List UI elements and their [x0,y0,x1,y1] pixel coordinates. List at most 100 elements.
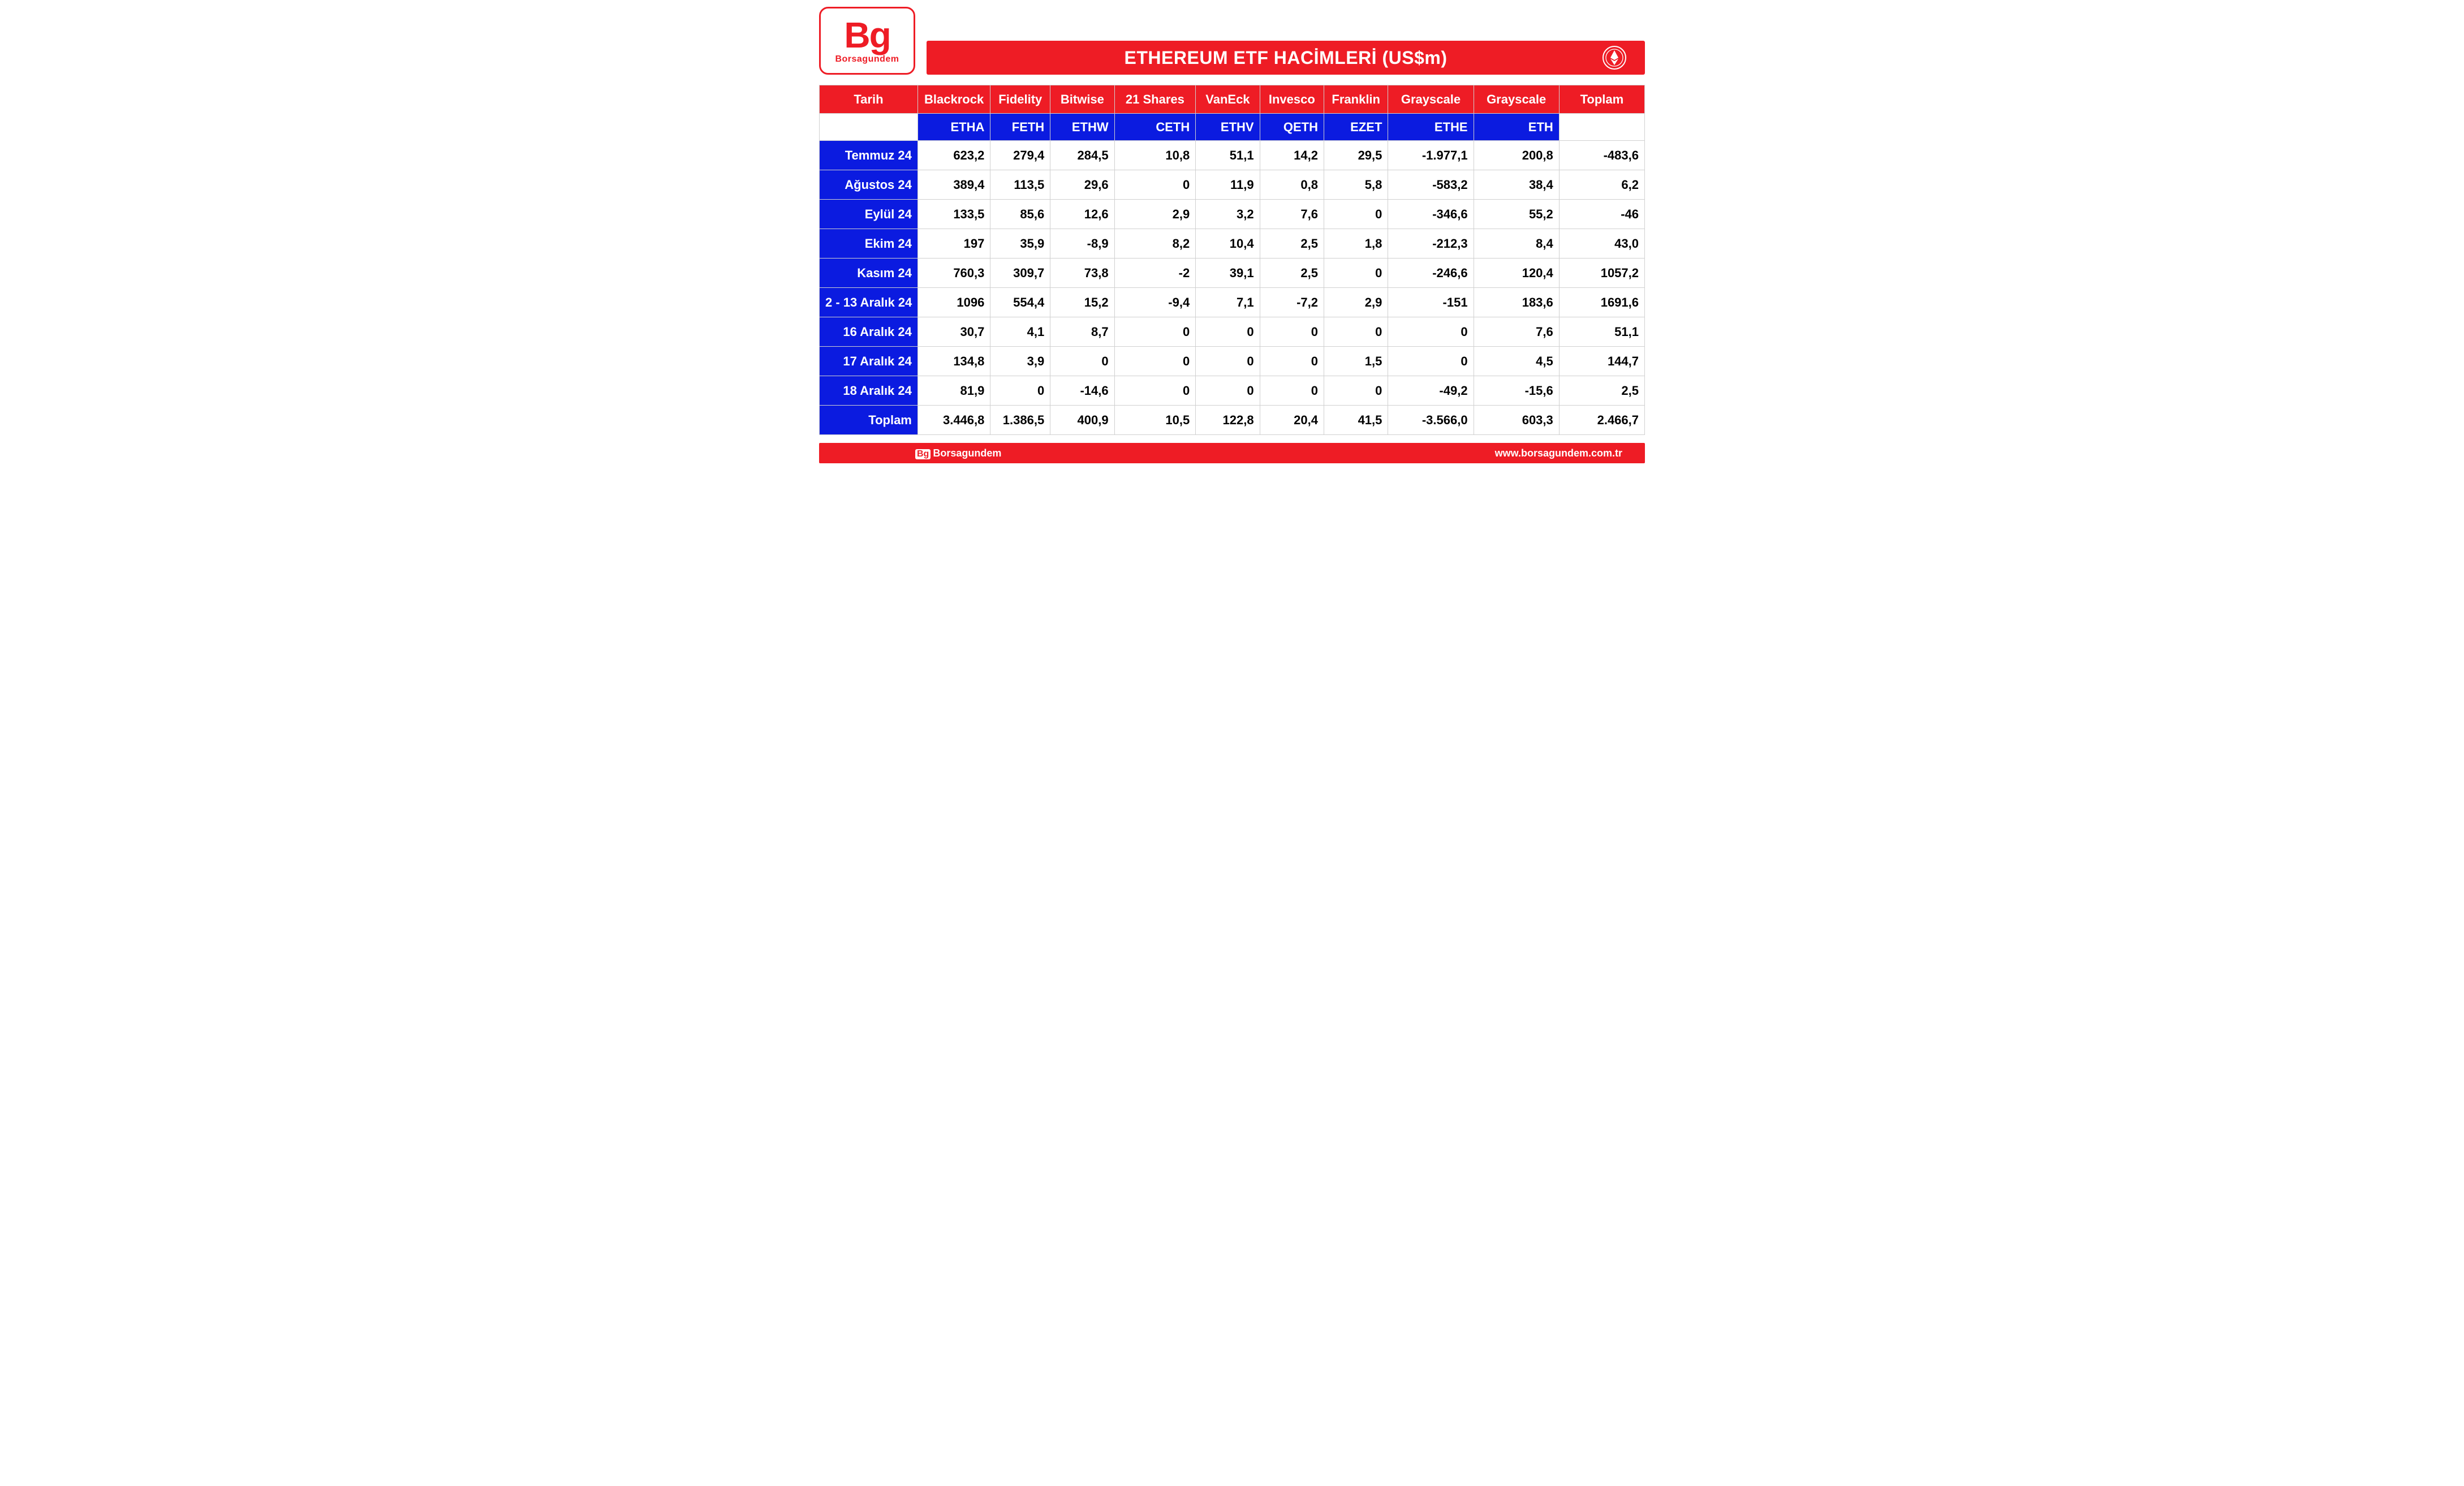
ticker-cell-bitwise: ETHW [1050,114,1114,141]
cell-grayscale1: -346,6 [1388,200,1474,229]
cell-bitwise: 284,5 [1050,141,1114,170]
cell-date: Eylül 24 [820,200,918,229]
cell-blackrock: 3.446,8 [917,406,990,435]
cell-total: 1691,6 [1559,288,1644,317]
cell-franklin: 0 [1324,259,1388,288]
col-header-total: Toplam [1559,85,1644,114]
cell-franklin: 0 [1324,317,1388,347]
ticker-row: ETHAFETHETHWCETHETHVQETHEZETETHEETH [820,114,1645,141]
cell-fidelity: 279,4 [990,141,1050,170]
cell-date: Ekim 24 [820,229,918,259]
cell-21shares: 0 [1114,170,1196,200]
cell-total: 144,7 [1559,347,1644,376]
ticker-cell-invesco: QETH [1260,114,1324,141]
cell-date: Ağustos 24 [820,170,918,200]
col-header-21shares: 21 Shares [1114,85,1196,114]
cell-total: 2,5 [1559,376,1644,406]
cell-invesco: 0,8 [1260,170,1324,200]
cell-21shares: 10,8 [1114,141,1196,170]
cell-blackrock: 133,5 [917,200,990,229]
cell-franklin: 0 [1324,200,1388,229]
cell-fidelity: 113,5 [990,170,1050,200]
cell-date: Kasım 24 [820,259,918,288]
table-row: Toplam3.446,81.386,5400,910,5122,820,441… [820,406,1645,435]
cell-grayscale1: -49,2 [1388,376,1474,406]
table-row: 17 Aralık 24134,83,900001,504,5144,7 [820,347,1645,376]
cell-total: -46 [1559,200,1644,229]
col-header-grayscale1: Grayscale [1388,85,1474,114]
cell-21shares: 2,9 [1114,200,1196,229]
cell-grayscale1: -3.566,0 [1388,406,1474,435]
cell-bitwise: 12,6 [1050,200,1114,229]
cell-date: 17 Aralık 24 [820,347,918,376]
cell-invesco: 20,4 [1260,406,1324,435]
page-title: ETHEREUM ETF HACİMLERİ (US$m) [1125,48,1448,68]
cell-blackrock: 1096 [917,288,990,317]
ticker-cell-21shares: CETH [1114,114,1196,141]
cell-grayscale2: 38,4 [1474,170,1559,200]
brand-logo: Bg Borsagundem [819,7,915,75]
cell-date: Toplam [820,406,918,435]
ticker-cell-total [1559,114,1644,141]
table-row: Ekim 2419735,9-8,98,210,42,51,8-212,38,4… [820,229,1645,259]
col-header-date: Tarih [820,85,918,114]
cell-grayscale1: 0 [1388,317,1474,347]
cell-21shares: -9,4 [1114,288,1196,317]
cell-invesco: 0 [1260,317,1324,347]
cell-blackrock: 760,3 [917,259,990,288]
col-header-grayscale2: Grayscale [1474,85,1559,114]
ticker-cell-grayscale2: ETH [1474,114,1559,141]
cell-total: 51,1 [1559,317,1644,347]
cell-grayscale2: 200,8 [1474,141,1559,170]
cell-grayscale2: 55,2 [1474,200,1559,229]
cell-blackrock: 389,4 [917,170,990,200]
cell-grayscale2: 8,4 [1474,229,1559,259]
ticker-cell-blackrock: ETHA [917,114,990,141]
cell-invesco: 2,5 [1260,229,1324,259]
cell-bitwise: -14,6 [1050,376,1114,406]
ticker-cell-vaneck: ETHV [1196,114,1260,141]
cell-invesco: 0 [1260,376,1324,406]
footer-bar: BgBorsagundem www.borsagundem.com.tr [819,443,1645,463]
footer-brand-text: Borsagundem [933,447,1001,459]
cell-invesco: 14,2 [1260,141,1324,170]
cell-fidelity: 3,9 [990,347,1050,376]
cell-21shares: 10,5 [1114,406,1196,435]
cell-fidelity: 309,7 [990,259,1050,288]
table-row: 16 Aralık 2430,74,18,7000007,651,1 [820,317,1645,347]
cell-bitwise: 73,8 [1050,259,1114,288]
cell-21shares: -2 [1114,259,1196,288]
cell-invesco: 0 [1260,347,1324,376]
cell-invesco: 2,5 [1260,259,1324,288]
cell-invesco: -7,2 [1260,288,1324,317]
cell-21shares: 8,2 [1114,229,1196,259]
col-header-bitwise: Bitwise [1050,85,1114,114]
cell-grayscale1: 0 [1388,347,1474,376]
col-header-franklin: Franklin [1324,85,1388,114]
cell-blackrock: 81,9 [917,376,990,406]
header: Bg Borsagundem ETHEREUM ETF HACİMLERİ (U… [819,7,1645,75]
cell-bitwise: 8,7 [1050,317,1114,347]
ticker-cell-date [820,114,918,141]
table-row: Ağustos 24389,4113,529,6011,90,85,8-583,… [820,170,1645,200]
brand-logo-mark: Bg [844,17,890,53]
cell-grayscale1: -246,6 [1388,259,1474,288]
cell-date: 16 Aralık 24 [820,317,918,347]
table-row: Eylül 24133,585,612,62,93,27,60-346,655,… [820,200,1645,229]
cell-grayscale2: -15,6 [1474,376,1559,406]
cell-grayscale2: 183,6 [1474,288,1559,317]
cell-total: 1057,2 [1559,259,1644,288]
cell-fidelity: 85,6 [990,200,1050,229]
cell-21shares: 0 [1114,317,1196,347]
cell-franklin: 2,9 [1324,288,1388,317]
cell-vaneck: 0 [1196,347,1260,376]
ticker-cell-grayscale1: ETHE [1388,114,1474,141]
cell-franklin: 41,5 [1324,406,1388,435]
cell-franklin: 5,8 [1324,170,1388,200]
col-header-vaneck: VanEck [1196,85,1260,114]
footer-brand-mark: Bg [915,449,931,459]
cell-fidelity: 4,1 [990,317,1050,347]
cell-grayscale2: 120,4 [1474,259,1559,288]
cell-total: 2.466,7 [1559,406,1644,435]
cell-grayscale1: -151 [1388,288,1474,317]
